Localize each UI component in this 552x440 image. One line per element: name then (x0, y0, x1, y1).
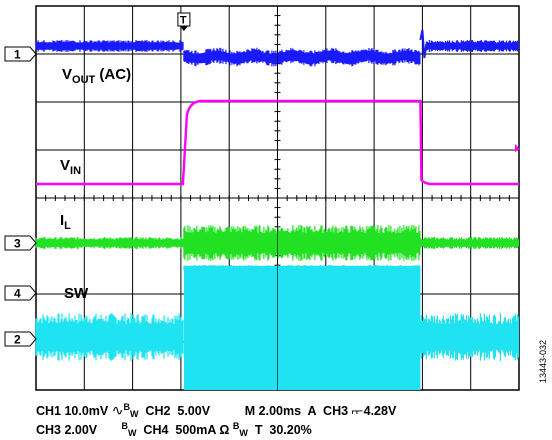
settings-line-1: CH1 10.0mV ∿BW CH2 5.00V M 2.00ms A CH3 … (36, 402, 396, 419)
vin-label-sub: IN (70, 165, 81, 177)
settings-line-2: CH3 2.00V BW CH4 500mA Ω BW T 30.20% (36, 421, 312, 438)
channel-marker-label: 1 (14, 48, 21, 62)
channel-marker-label: 4 (14, 287, 21, 301)
figure-id: 13443-032 (538, 340, 548, 384)
settings-line-1-part-4: CH2 5.00V (138, 404, 211, 418)
vout-label-suffix: (AC) (95, 66, 131, 83)
vout-trace-3 (425, 40, 519, 52)
vout-label-sub: OUT (72, 74, 96, 86)
il-label: IL (60, 212, 71, 232)
vin-label: VIN (60, 157, 81, 177)
channel-marker-box (4, 285, 37, 301)
settings-line-2-part-0: CH3 2.00V (36, 423, 122, 437)
channel-marker-label: 2 (14, 333, 21, 347)
settings-line-1-part-7: 4.28V (360, 404, 397, 418)
il-trace-2 (183, 225, 421, 261)
vin-offscreen-marker (515, 144, 520, 152)
channel-markers: 1 2 3 4 T (4, 12, 191, 347)
vin-label-main: V (60, 157, 70, 174)
channel-marker-1: 1 (4, 46, 37, 62)
settings-line-2-part-2: W (127, 428, 137, 438)
vout-label-main: V (62, 66, 72, 83)
settings-line-2-part-1: B (121, 421, 128, 431)
settings-line-2-part-4: B (232, 421, 240, 431)
sw-trace-high (183, 266, 421, 390)
vout-trace-1 (35, 40, 184, 52)
settings-line-2-part-3: CH4 500mA Ω (136, 423, 233, 437)
settings-line-1-part-6: ⌐⌐ (351, 404, 363, 418)
vin-trace (36, 99, 519, 186)
channel-marker-box (4, 331, 37, 347)
sw-label-main: SW (64, 285, 89, 302)
il-label-main: I (60, 212, 64, 229)
sw-trace-low-1 (35, 313, 184, 361)
settings-line-2-part-5: W (239, 428, 248, 438)
settings-line-1-part-5: M 2.00ms A CH3 (210, 404, 352, 418)
vout-label: VOUT (AC) (62, 66, 131, 86)
sw-label: SW (64, 285, 89, 302)
trigger-marker: T (177, 12, 191, 31)
channel-marker-box (4, 235, 37, 251)
trigger-label: T (180, 15, 187, 27)
channel-marker-box (4, 46, 37, 62)
settings-line-1-part-2: B (123, 402, 130, 412)
settings-line-1-part-3: W (129, 409, 139, 419)
traces (35, 6, 520, 390)
sw-trace-high-edge (183, 265, 421, 271)
settings-line-1-part-1: ∿ (111, 402, 124, 418)
il-label-sub: L (64, 220, 71, 232)
channel-marker-label: 3 (14, 237, 21, 251)
channel-marker-3: 3 (4, 235, 37, 251)
il-trace-3 (419, 237, 519, 249)
vout-transient (419, 29, 428, 59)
channel-marker-4: 4 (4, 285, 37, 301)
settings-line-2-part-6: T 30.20% (247, 423, 312, 437)
trigger-arrow (179, 26, 188, 31)
channel-marker-2: 2 (4, 331, 37, 347)
settings-line-1-part-0: CH1 10.0mV (36, 404, 112, 418)
vout-trace-2 (183, 47, 421, 67)
sw-trace-low-2 (419, 313, 519, 361)
